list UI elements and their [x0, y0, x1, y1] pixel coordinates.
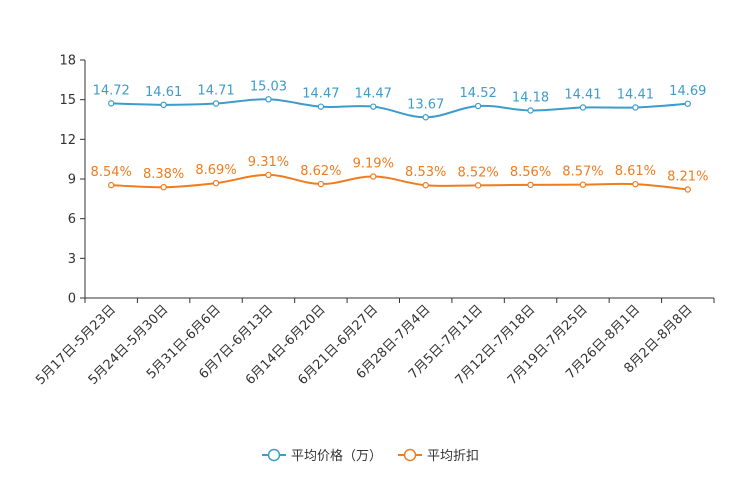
data-label: 8.54%	[91, 165, 132, 180]
y-tick-label: 9	[68, 173, 76, 188]
data-point[interactable]	[265, 96, 272, 103]
data-point[interactable]	[160, 183, 167, 191]
data-label: 14.71	[197, 84, 234, 99]
data-label: 14.18	[512, 91, 549, 106]
series-2: 8.54% 8.38% 8.69% 9.31% 8.62% 9.19% 8.53% 8.52%…	[91, 155, 708, 193]
data-point[interactable]	[527, 107, 534, 114]
legend: 平均价格（万） 平均折扣	[262, 448, 479, 464]
x-axis: 5月17日-5月23日5月24日-5月30日5月31日-6月6日6月7日-6月1…	[33, 297, 715, 388]
legend-item-1[interactable]: 平均价格（万）	[262, 448, 382, 464]
y-tick-label: 6	[68, 212, 76, 227]
data-label: 9.31%	[248, 155, 289, 170]
data-label: 14.41	[617, 87, 654, 102]
series-line	[111, 98, 688, 119]
series-1: 14.72 14.61 14.71 15.03 14.47 14.47 13.67 14.52…	[93, 79, 706, 121]
y-tick-label: 3	[68, 252, 76, 267]
data-point[interactable]	[317, 103, 325, 110]
series-layer: 14.72 14.61 14.71 15.03 14.47 14.47 13.67 14.52…	[91, 79, 708, 193]
data-label: 8.61%	[615, 164, 656, 179]
data-label: 8.62%	[300, 164, 341, 179]
y-tick-label: 18	[59, 54, 76, 69]
legend-label: 平均折扣	[427, 449, 479, 464]
data-label: 8.52%	[457, 165, 498, 180]
data-label: 14.61	[145, 85, 182, 100]
data-point[interactable]	[108, 181, 115, 189]
data-point[interactable]	[108, 100, 115, 107]
data-label: 9.19%	[353, 156, 394, 171]
data-point[interactable]	[474, 102, 482, 110]
data-point[interactable]	[527, 181, 534, 189]
data-label: 8.57%	[562, 165, 603, 180]
data-point[interactable]	[265, 171, 272, 179]
y-tick-label: 12	[59, 133, 76, 148]
legend-marker-icon	[403, 448, 417, 462]
y-tick-label: 15	[59, 93, 76, 108]
data-label: 14.52	[460, 86, 497, 101]
data-label: 14.41	[564, 87, 601, 102]
data-label: 14.47	[355, 87, 392, 102]
series-line	[111, 173, 688, 191]
data-point[interactable]	[212, 100, 220, 107]
data-point[interactable]	[370, 103, 377, 110]
legend-item-2[interactable]: 平均折扣	[398, 448, 479, 464]
legend-label: 平均价格（万）	[291, 448, 382, 464]
data-point[interactable]	[684, 186, 691, 193]
data-point[interactable]	[422, 114, 429, 121]
data-point[interactable]	[632, 104, 639, 111]
data-label: 8.38%	[143, 167, 184, 182]
data-label: 15.03	[250, 79, 287, 94]
data-point[interactable]	[684, 100, 691, 107]
data-label: 8.69%	[195, 163, 236, 178]
y-axis: 0 3 6 9 12 15 18	[59, 54, 86, 307]
data-label: 14.47	[302, 87, 339, 102]
data-label: 8.21%	[667, 169, 708, 184]
legend-marker-icon	[267, 448, 281, 462]
data-point[interactable]	[317, 180, 325, 188]
data-point[interactable]	[160, 101, 167, 109]
y-tick-label: 0	[68, 292, 76, 307]
data-point[interactable]	[370, 173, 377, 180]
data-label: 14.69	[669, 84, 706, 99]
data-label: 8.56%	[510, 165, 551, 180]
data-point[interactable]	[579, 181, 587, 188]
data-point[interactable]	[474, 182, 482, 189]
data-point[interactable]	[632, 180, 639, 188]
data-label: 8.53%	[405, 165, 446, 180]
data-label: 14.72	[93, 83, 130, 98]
data-label: 13.67	[407, 97, 444, 112]
data-point[interactable]	[212, 179, 220, 187]
data-point[interactable]	[579, 104, 587, 111]
data-point[interactable]	[422, 182, 429, 189]
